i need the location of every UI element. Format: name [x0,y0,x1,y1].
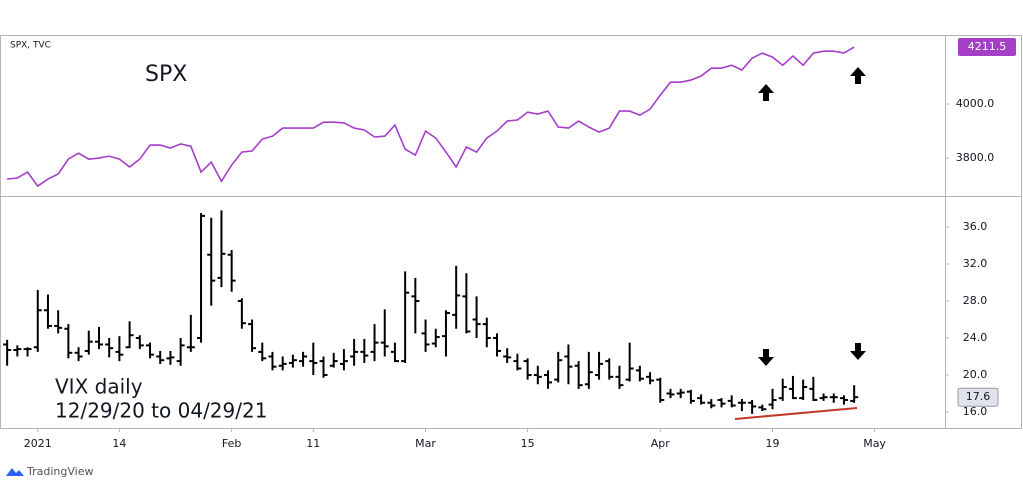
arrows [758,67,866,366]
frame [0,35,1022,429]
y-tick-label: 24.0 [963,331,988,344]
x-tick-label: 19 [766,437,780,450]
source: SPX, TVC [10,41,51,51]
last-value-box [958,38,1016,57]
x-tick-label: 2021 [24,437,52,450]
y-tick-label: 20.0 [963,368,988,381]
y-tick-label: 3800.0 [956,151,995,164]
up-arrow [758,84,774,101]
line [7,46,855,188]
y-tick-label: 36.0 [963,220,988,233]
up-arrow [850,67,866,84]
y-tick-label: 4000.0 [956,97,995,110]
y-tick-label: 16.0 [963,405,988,418]
chart-title: SPX [145,62,187,87]
logo-icon [6,468,24,476]
last-value-label: 4211.5 [968,40,1007,53]
brand: TradingView [26,465,93,478]
x-tick-label: Apr [651,437,671,450]
x-tick-label: Mar [415,437,436,450]
x-tick-label: 15 [521,437,535,450]
x-tick-label: May [863,437,886,450]
y-tick-label: 32.0 [963,257,988,270]
x-tick-label: 11 [306,437,320,450]
x-tick-label: Feb [222,437,241,450]
vix-title: VIX daily [55,375,143,399]
logo: TradingView [6,465,93,478]
vix-subtitle: 12/29/20 to 04/29/21 [55,399,267,423]
trend-line [734,407,858,420]
down-arrow [758,349,774,366]
last-value-label: 17.6 [966,390,991,403]
down-arrow [850,343,866,360]
last-value-box [957,387,999,407]
x-tick-label: 14 [112,437,126,450]
y-tick-label: 28.0 [963,294,988,307]
